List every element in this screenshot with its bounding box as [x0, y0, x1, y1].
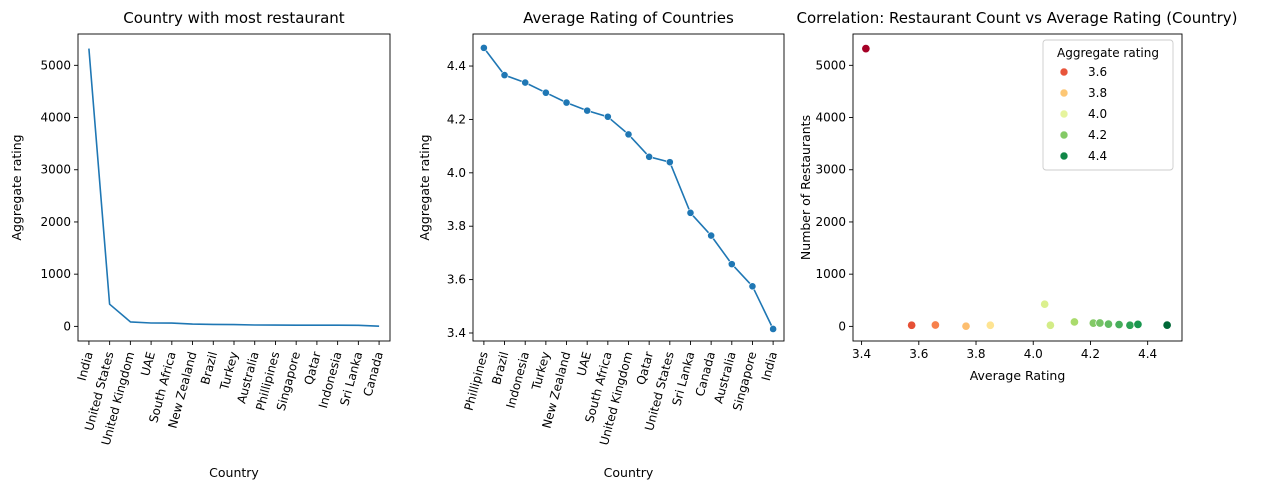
y-tick-label: 1000	[815, 267, 846, 281]
legend-label: 3.6	[1088, 65, 1107, 79]
y-axis-label: Aggregate rating	[9, 134, 24, 240]
legend-title: Aggregate rating	[1057, 46, 1159, 60]
x-tick-label: 3.6	[909, 347, 928, 361]
data-point	[624, 130, 633, 139]
legend-marker	[1059, 151, 1069, 161]
scatter-point	[1045, 320, 1055, 330]
x-tick-label: 4.2	[1081, 347, 1100, 361]
scatter-point	[1040, 299, 1050, 309]
scatter-point	[1125, 320, 1135, 330]
x-tick-label: 3.4	[852, 347, 871, 361]
data-point	[583, 106, 592, 115]
y-tick-label: 0	[63, 319, 71, 333]
y-tick-label: 2000	[815, 215, 846, 229]
x-tick-label: Phillipines	[462, 350, 491, 412]
y-tick-label: 0	[838, 319, 846, 333]
data-point	[707, 231, 716, 240]
legend-box	[1042, 39, 1174, 171]
scatter-point	[1069, 317, 1079, 327]
data-point	[479, 43, 488, 52]
scatter-point	[1095, 318, 1105, 328]
plot-frame-2	[852, 33, 1183, 342]
legend-marker	[1059, 67, 1069, 77]
x-tick-label: Brazil	[198, 350, 220, 386]
scatter-point	[1114, 320, 1124, 330]
y-tick-label: 3.8	[447, 219, 466, 233]
legend-label: 4.0	[1088, 107, 1107, 121]
scatter-point	[930, 320, 940, 330]
y-tick-label: 3000	[815, 163, 846, 177]
scatter-point	[1162, 320, 1172, 330]
x-tick-label: 4.0	[1024, 347, 1043, 361]
x-tick-label: Canada	[361, 350, 386, 398]
x-tick-label: Turkey	[529, 350, 553, 392]
y-tick-label: 4.4	[447, 59, 466, 73]
scatter-point	[985, 320, 995, 330]
y-tick-label: 4.0	[447, 166, 466, 180]
y-axis-label: Number of Restaurants	[798, 115, 813, 260]
x-axis-label: Country	[209, 465, 259, 480]
chart-title: Correlation: Restaurant Count vs Average…	[797, 9, 1238, 27]
y-tick-label: 3.6	[447, 273, 466, 287]
y-tick-label: 4.2	[447, 112, 466, 126]
x-tick-label: UAE	[574, 350, 594, 377]
data-point	[769, 325, 778, 333]
legend-marker	[1059, 130, 1069, 140]
scatter-point	[961, 321, 971, 331]
x-tick-label: Qatar	[634, 350, 656, 386]
y-tick-label: 4000	[40, 111, 71, 125]
y-tick-label: 3.4	[447, 326, 466, 340]
data-point	[748, 282, 757, 291]
chart-title: Country with most restaurant	[123, 9, 345, 27]
x-tick-label: 4.4	[1138, 347, 1157, 361]
y-tick-label: 1000	[40, 267, 71, 281]
data-point	[727, 260, 736, 269]
legend-label: 4.2	[1088, 128, 1107, 142]
series-line	[483, 47, 774, 330]
y-tick-label: 5000	[815, 58, 846, 72]
data-point	[541, 88, 550, 97]
x-tick-label: Brazil	[489, 350, 511, 386]
legend-marker	[1059, 88, 1069, 98]
scatter-point	[1133, 319, 1143, 329]
series-line	[88, 48, 380, 327]
x-tick-label: India	[759, 350, 780, 382]
y-tick-label: 5000	[40, 58, 71, 72]
y-tick-label: 2000	[40, 215, 71, 229]
data-point	[500, 71, 509, 80]
x-tick-label: 3.8	[966, 347, 985, 361]
scatter-point	[861, 44, 871, 54]
legend-marker	[1059, 109, 1069, 119]
x-tick-label: Turkey	[217, 350, 241, 392]
scatter-point	[907, 320, 917, 330]
plot-frame-0	[77, 33, 391, 342]
y-tick-label: 3000	[40, 163, 71, 177]
scatter-point	[1103, 319, 1114, 329]
legend-label: 4.4	[1088, 149, 1107, 163]
data-point	[686, 208, 695, 217]
data-point	[521, 78, 530, 87]
data-point	[645, 152, 654, 161]
x-tick-label: Qatar	[302, 350, 324, 386]
legend-label: 3.8	[1088, 86, 1107, 100]
x-axis-label: Country	[604, 465, 654, 480]
y-tick-label: 4000	[815, 111, 846, 125]
x-tick-label: India	[75, 350, 96, 382]
data-point	[603, 112, 612, 121]
x-axis-label: Average Rating	[970, 368, 1066, 383]
x-tick-label: UAE	[138, 350, 158, 377]
data-point	[665, 158, 674, 167]
chart-title: Average Rating of Countries	[523, 9, 734, 27]
y-axis-label: Aggregate rating	[417, 134, 432, 240]
data-point	[562, 98, 571, 107]
